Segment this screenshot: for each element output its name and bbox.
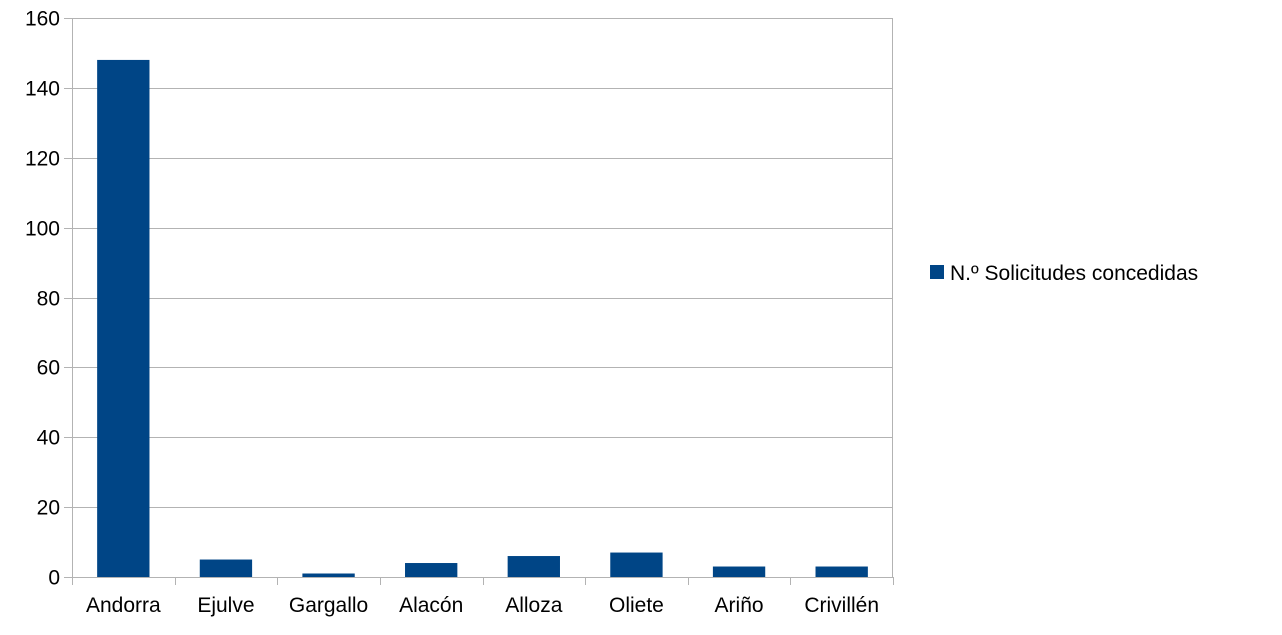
gridlines — [72, 18, 893, 508]
bars — [97, 59, 868, 578]
y-tick-label: 0 — [48, 567, 60, 590]
legend: N.º Solicitudes concedidas — [930, 262, 1198, 285]
x-category-label: Ariño — [715, 594, 764, 617]
bar-alloza — [507, 556, 560, 577]
bar-andorra — [97, 59, 150, 578]
x-category-label: Oliete — [609, 594, 664, 617]
x-category-label: Ejulve — [197, 594, 254, 617]
y-tick-label: 160 — [25, 8, 60, 31]
x-category-labels: Andorra Ejulve Gargallo Alacón Alloza Oliete A… — [86, 594, 879, 617]
axes — [64, 18, 894, 585]
x-category-label: Alloza — [505, 594, 563, 617]
x-category-label: Gargallo — [289, 594, 368, 617]
y-tick-label: 80 — [37, 288, 60, 311]
y-tick-label: 140 — [25, 78, 60, 101]
x-category-label: Alacón — [399, 594, 463, 617]
bar-alacón — [405, 563, 458, 577]
y-tick-label: 120 — [25, 148, 60, 171]
y-tick-label: 40 — [37, 427, 60, 450]
bar-crivillén — [815, 566, 868, 577]
x-category-label: Crivillén — [804, 594, 879, 617]
y-tick-label: 60 — [37, 357, 60, 380]
legend-label: N.º Solicitudes concedidas — [950, 262, 1198, 285]
bar-oliete — [610, 552, 663, 577]
bar-gargallo — [302, 573, 355, 577]
legend-swatch — [930, 265, 944, 279]
bar-ariño — [712, 566, 766, 577]
y-tick-labels: 0 20 40 60 80 100 120 140 160 — [25, 8, 60, 590]
y-tick-label: 20 — [37, 497, 60, 520]
bar-ejulve — [199, 559, 253, 577]
x-category-label: Andorra — [86, 594, 161, 617]
y-tick-label: 100 — [25, 218, 60, 241]
